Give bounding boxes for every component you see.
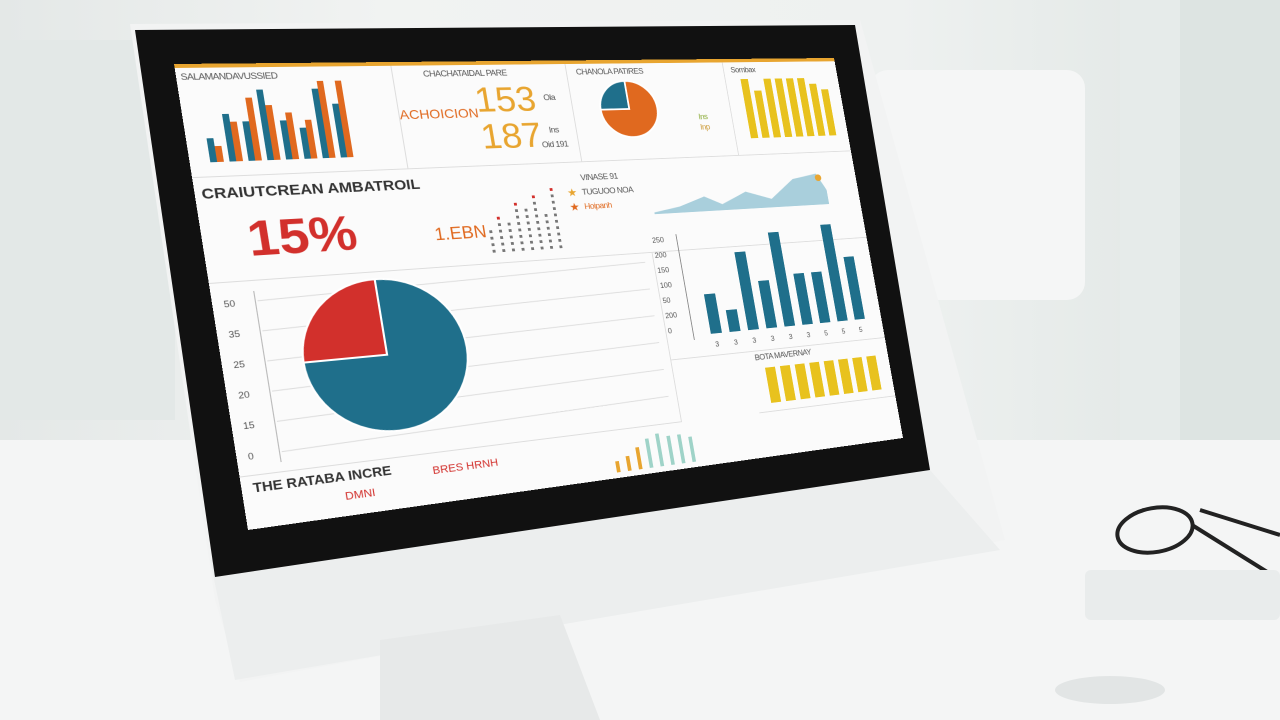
axis-tick: 0 bbox=[667, 327, 672, 335]
bar bbox=[676, 434, 686, 464]
blue-bar-panel: 250 200 150 100 50 200 0 3 3 3 3 3 3 5 5 5 bbox=[648, 213, 885, 361]
bar bbox=[779, 365, 796, 402]
yellow-bar-panel: Sombax bbox=[722, 61, 851, 156]
pie-slice bbox=[596, 81, 629, 110]
bar bbox=[666, 435, 675, 465]
bar bbox=[823, 360, 840, 396]
bar bbox=[725, 309, 741, 332]
bar bbox=[635, 447, 643, 470]
monitor-stand bbox=[380, 615, 600, 720]
kpi-label: ACHOICION bbox=[398, 105, 480, 123]
pie-slice bbox=[291, 279, 387, 362]
bar bbox=[809, 361, 826, 398]
axis-tick: 150 bbox=[657, 266, 670, 275]
x-label: 5 bbox=[858, 326, 863, 334]
bar bbox=[837, 358, 854, 394]
notebook bbox=[1085, 570, 1280, 620]
bar bbox=[843, 256, 865, 320]
bar-chart bbox=[207, 80, 354, 163]
kpi-value-2: 187 bbox=[478, 116, 546, 157]
bar bbox=[207, 138, 219, 163]
axis-tick: 100 bbox=[659, 281, 672, 290]
bar bbox=[794, 363, 811, 400]
x-label: 3 bbox=[715, 340, 720, 348]
pie-grid-panel: 50 35 25 20 15 0 bbox=[208, 252, 683, 478]
axis-tick: 20 bbox=[238, 390, 251, 401]
axis-tick: 200 bbox=[665, 311, 678, 320]
bar bbox=[793, 272, 813, 325]
bar bbox=[625, 455, 632, 471]
kpi-side-label: Ins bbox=[548, 125, 560, 135]
axis-line bbox=[254, 291, 281, 462]
kpi-side-label: Oid 191 bbox=[541, 139, 569, 150]
bar bbox=[852, 357, 868, 393]
pie-chart bbox=[565, 62, 739, 162]
axis-tick: 15 bbox=[242, 421, 255, 432]
x-label: 3 bbox=[733, 338, 738, 346]
axis-tick: 0 bbox=[247, 452, 255, 463]
pie-slice bbox=[291, 273, 479, 440]
x-label: 3 bbox=[752, 336, 757, 344]
bar bbox=[688, 436, 697, 463]
bar bbox=[214, 145, 224, 163]
background-chair bbox=[870, 70, 1085, 300]
kpi-side-label: Ola bbox=[542, 92, 556, 103]
axis-line bbox=[676, 234, 695, 340]
x-label: 5 bbox=[824, 329, 829, 337]
mouse bbox=[1055, 676, 1165, 704]
x-label: 3 bbox=[806, 331, 811, 339]
axis-tick: 50 bbox=[662, 296, 671, 305]
x-label: 5 bbox=[841, 327, 846, 335]
axis-tick: 250 bbox=[651, 236, 664, 245]
bar-chart-panel: SALAMANDAVUSSIED bbox=[174, 65, 409, 179]
axis-tick: 200 bbox=[654, 251, 667, 260]
axis-tick: 50 bbox=[223, 299, 236, 310]
bar bbox=[866, 355, 882, 391]
bar bbox=[644, 438, 654, 468]
legend-label: Ins bbox=[697, 112, 709, 122]
bar bbox=[740, 78, 759, 139]
yellow-bar-chart bbox=[740, 78, 837, 139]
bar bbox=[810, 271, 831, 324]
bar bbox=[654, 433, 665, 467]
pie-panel: CHANOLA PATIRES Ins Inp bbox=[565, 62, 740, 163]
bar bbox=[615, 460, 621, 473]
bar bbox=[764, 366, 782, 403]
dashboard-screen: SALAMANDAVUSSIED CHACHATAIDAL PARE ACHOI… bbox=[174, 58, 904, 530]
axis-tick: 35 bbox=[228, 330, 241, 341]
kpi-panel: CHACHATAIDAL PARE ACHOICION 153 187 Ola … bbox=[391, 64, 583, 170]
bar bbox=[703, 293, 722, 334]
x-label: 3 bbox=[788, 333, 793, 341]
panel-title: CHACHATAIDAL PARE bbox=[422, 68, 508, 79]
kpi-value-1: 153 bbox=[471, 80, 539, 121]
x-label: 3 bbox=[770, 334, 775, 342]
legend-label: Inp bbox=[699, 122, 711, 132]
axis-tick: 25 bbox=[233, 360, 246, 371]
blue-bar-chart: 250 200 150 100 50 200 0 3 3 3 3 3 3 5 5 5 bbox=[651, 224, 865, 348]
bar bbox=[758, 280, 778, 329]
